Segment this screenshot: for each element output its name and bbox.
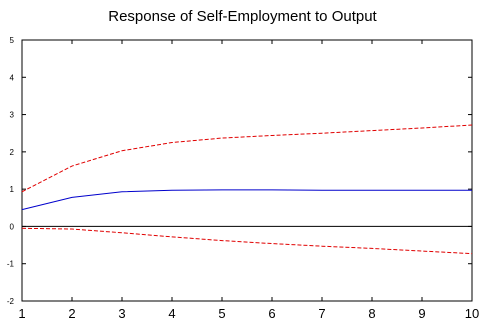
y-tick-label: 2	[10, 148, 15, 157]
y-tick-label: 3	[10, 111, 15, 120]
chart-title: Response of Self-Employment to Output	[108, 8, 377, 25]
y-tick-label: -1	[7, 260, 15, 269]
y-tick-label: 5	[10, 36, 15, 45]
y-tick-label: 4	[10, 73, 15, 82]
series-line-lower-band	[21, 227, 473, 255]
x-tick-label: 2	[68, 306, 75, 321]
series-line-response	[21, 189, 472, 211]
x-tick-label: 6	[268, 306, 275, 321]
x-tick-label: 5	[218, 306, 225, 321]
x-tick-label: 7	[318, 306, 325, 321]
x-tick-label: 9	[418, 306, 425, 321]
series-line-upper-band	[21, 124, 473, 193]
x-tick-label: 10	[465, 306, 479, 321]
x-tick-label: 3	[118, 306, 125, 321]
x-tick-label: 4	[168, 306, 175, 321]
x-tick-label: 8	[368, 306, 375, 321]
x-tick-label: 1	[18, 306, 25, 321]
plot-frame	[21, 39, 473, 302]
y-tick-label: 0	[10, 222, 15, 231]
y-tick-label: -2	[7, 297, 15, 306]
y-tick-label: 1	[10, 185, 15, 194]
